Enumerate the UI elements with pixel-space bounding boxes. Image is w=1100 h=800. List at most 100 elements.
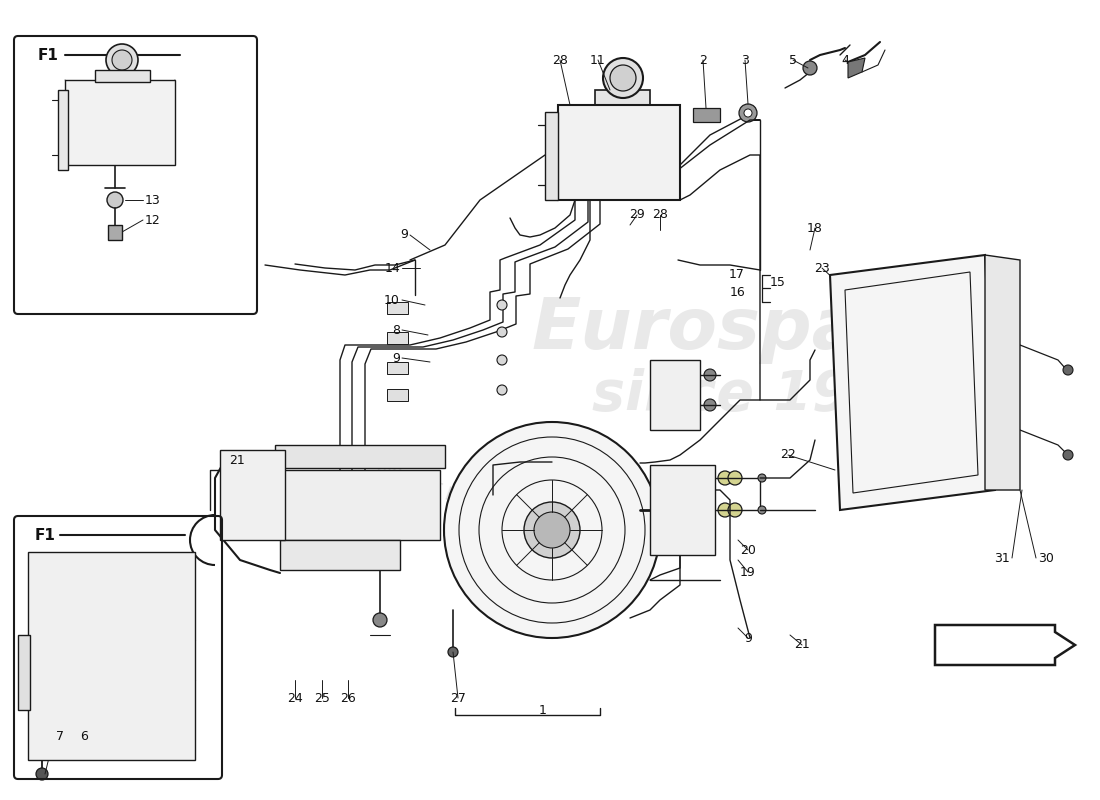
Polygon shape — [108, 225, 122, 240]
Text: 10: 10 — [384, 294, 400, 306]
Text: Eurospares: Eurospares — [531, 295, 989, 365]
Circle shape — [497, 385, 507, 395]
Polygon shape — [220, 450, 285, 540]
Text: 5: 5 — [789, 54, 797, 66]
Circle shape — [728, 471, 743, 485]
Text: a passion for parts since 1985: a passion for parts since 1985 — [329, 440, 591, 550]
Polygon shape — [58, 90, 68, 170]
Circle shape — [19, 643, 29, 653]
Circle shape — [739, 104, 757, 122]
Circle shape — [704, 369, 716, 381]
Circle shape — [994, 270, 1010, 286]
Polygon shape — [280, 540, 400, 570]
Circle shape — [106, 44, 138, 76]
Text: 26: 26 — [340, 691, 356, 705]
Circle shape — [177, 556, 189, 568]
Text: 11: 11 — [590, 54, 606, 66]
Circle shape — [758, 506, 766, 514]
Circle shape — [36, 744, 48, 756]
Circle shape — [524, 502, 580, 558]
Polygon shape — [65, 80, 175, 165]
Circle shape — [444, 422, 660, 638]
Text: 7: 7 — [56, 730, 64, 743]
Text: 13: 13 — [145, 194, 161, 206]
Circle shape — [937, 472, 953, 488]
Circle shape — [704, 399, 716, 411]
Circle shape — [36, 556, 48, 568]
Circle shape — [935, 440, 955, 460]
Bar — [39, 643, 178, 698]
Bar — [595, 90, 650, 108]
Text: F1: F1 — [35, 527, 56, 542]
Circle shape — [497, 355, 507, 365]
Circle shape — [862, 472, 878, 488]
Polygon shape — [830, 255, 996, 510]
Text: 21: 21 — [229, 454, 245, 466]
Circle shape — [858, 393, 882, 417]
Text: 9: 9 — [744, 631, 752, 645]
Polygon shape — [95, 70, 150, 82]
Circle shape — [373, 613, 387, 627]
Circle shape — [448, 647, 458, 657]
Circle shape — [112, 50, 132, 70]
Bar — [116, 562, 180, 612]
Polygon shape — [650, 360, 700, 430]
Text: 29: 29 — [629, 209, 645, 222]
Text: 9: 9 — [400, 229, 408, 242]
Circle shape — [744, 109, 752, 117]
Polygon shape — [387, 362, 408, 374]
Polygon shape — [28, 552, 195, 760]
Text: 27: 27 — [450, 691, 466, 705]
Polygon shape — [650, 465, 715, 555]
Text: 4: 4 — [842, 54, 849, 66]
Text: 16: 16 — [729, 286, 745, 298]
Circle shape — [610, 65, 636, 91]
Polygon shape — [18, 635, 30, 710]
Circle shape — [177, 744, 189, 756]
Text: 3: 3 — [741, 54, 749, 66]
Polygon shape — [984, 255, 1020, 490]
Circle shape — [497, 300, 507, 310]
Text: 24: 24 — [287, 691, 303, 705]
Circle shape — [497, 327, 507, 337]
Circle shape — [858, 348, 882, 372]
Bar — [39, 562, 106, 612]
Circle shape — [285, 457, 295, 467]
Circle shape — [718, 503, 732, 517]
Circle shape — [36, 768, 48, 780]
Text: 6: 6 — [80, 730, 88, 743]
Circle shape — [285, 447, 295, 457]
Polygon shape — [387, 332, 408, 344]
Text: 18: 18 — [807, 222, 823, 234]
Circle shape — [1063, 450, 1072, 460]
Polygon shape — [935, 625, 1075, 665]
Text: 17: 17 — [729, 269, 745, 282]
Circle shape — [994, 462, 1010, 478]
Circle shape — [935, 305, 955, 325]
Text: 23: 23 — [814, 262, 829, 274]
Circle shape — [19, 693, 29, 703]
Polygon shape — [848, 58, 865, 78]
Circle shape — [603, 58, 644, 98]
Circle shape — [534, 512, 570, 548]
Text: 25: 25 — [315, 691, 330, 705]
Polygon shape — [558, 105, 680, 200]
Text: 28: 28 — [652, 209, 668, 222]
Circle shape — [728, 503, 743, 517]
Circle shape — [858, 303, 882, 327]
Polygon shape — [387, 302, 408, 314]
Text: 20: 20 — [740, 543, 756, 557]
Circle shape — [935, 395, 955, 415]
Text: 28: 28 — [552, 54, 568, 66]
Polygon shape — [280, 470, 440, 540]
Text: 8: 8 — [392, 323, 400, 337]
Circle shape — [718, 471, 732, 485]
Circle shape — [425, 457, 435, 467]
Polygon shape — [693, 108, 720, 122]
Polygon shape — [275, 445, 446, 468]
Text: 15: 15 — [770, 277, 785, 290]
Text: 21: 21 — [794, 638, 810, 651]
Text: 19: 19 — [740, 566, 756, 578]
Circle shape — [50, 710, 70, 730]
Text: 12: 12 — [145, 214, 161, 226]
